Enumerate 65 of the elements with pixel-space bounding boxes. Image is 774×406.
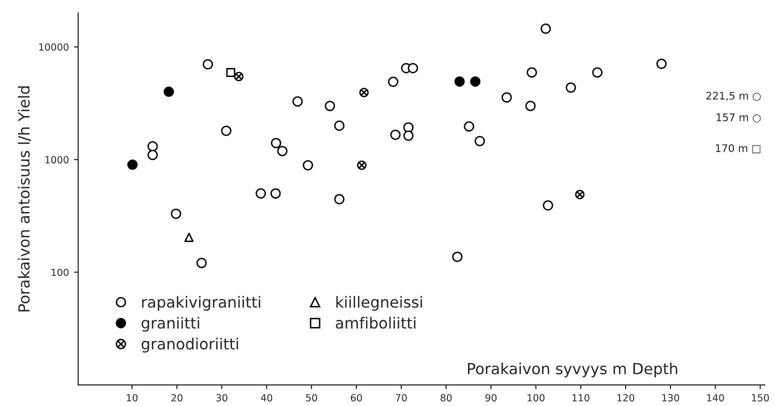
point xyxy=(388,76,398,88)
point xyxy=(390,130,401,140)
x-tick-label: 10 xyxy=(126,394,138,402)
point xyxy=(164,86,174,97)
x-tick-label: 80 xyxy=(440,394,452,402)
point xyxy=(403,122,414,133)
point xyxy=(147,150,158,160)
point xyxy=(170,208,182,220)
point xyxy=(184,232,194,242)
point xyxy=(502,92,512,103)
y-axis-title: Porakaivon antoisuus l/h Yield xyxy=(18,86,31,312)
point xyxy=(656,58,667,69)
legend-label: granodioriitti xyxy=(142,338,238,353)
point xyxy=(334,194,345,204)
point xyxy=(324,100,336,112)
point xyxy=(221,126,232,136)
point xyxy=(592,67,603,78)
x-tick-label: 150 xyxy=(752,394,769,402)
x-tick-label: 20 xyxy=(171,394,182,402)
legend-label: amfiboliitti xyxy=(336,316,416,329)
x-axis-title: Porakaivon syvyys m Depth xyxy=(468,362,678,378)
point xyxy=(147,141,158,152)
legend-label: rapakivigraniitti xyxy=(142,296,260,311)
x-tick-label: 100 xyxy=(528,394,544,402)
legend-label: graniitti xyxy=(142,316,200,332)
point xyxy=(403,130,414,141)
point xyxy=(540,24,551,34)
point xyxy=(542,200,554,211)
point xyxy=(454,76,465,87)
point xyxy=(464,121,474,132)
x-tick-label: 90 xyxy=(485,394,497,402)
point xyxy=(474,136,485,146)
point xyxy=(408,62,418,74)
point xyxy=(277,146,288,156)
point xyxy=(334,120,345,131)
point xyxy=(566,82,576,93)
point xyxy=(270,138,282,148)
annotation: 221,5 m ○ xyxy=(706,92,761,101)
x-tick-label: 110 xyxy=(572,394,590,402)
annotation: 170 m □ xyxy=(716,144,760,154)
point xyxy=(525,100,536,112)
annotation: 157 m ○ xyxy=(716,114,761,122)
point xyxy=(452,252,463,262)
x-tick-label: 40 xyxy=(260,394,272,402)
x-tick-label: 70 xyxy=(396,394,407,402)
x-tick-label: 60 xyxy=(350,394,362,402)
point xyxy=(470,76,480,87)
point xyxy=(270,188,281,199)
point xyxy=(226,68,236,77)
point xyxy=(292,96,303,107)
point xyxy=(196,258,207,268)
legend-label: kiillegneissi xyxy=(336,296,422,311)
y-tick-label: 10000 xyxy=(39,43,68,51)
point xyxy=(202,59,214,70)
y-tick-label: 1000 xyxy=(45,156,68,164)
y-tick-label: 100 xyxy=(52,268,68,276)
x-tick-label: 50 xyxy=(306,394,318,402)
point xyxy=(256,188,266,199)
point xyxy=(302,160,314,170)
point xyxy=(526,67,538,78)
x-tick-label: 140 xyxy=(707,394,724,402)
x-tick-label: 130 xyxy=(662,394,680,402)
x-tick-label: 120 xyxy=(617,394,634,402)
point xyxy=(127,160,138,170)
x-tick-label: 30 xyxy=(216,394,228,402)
